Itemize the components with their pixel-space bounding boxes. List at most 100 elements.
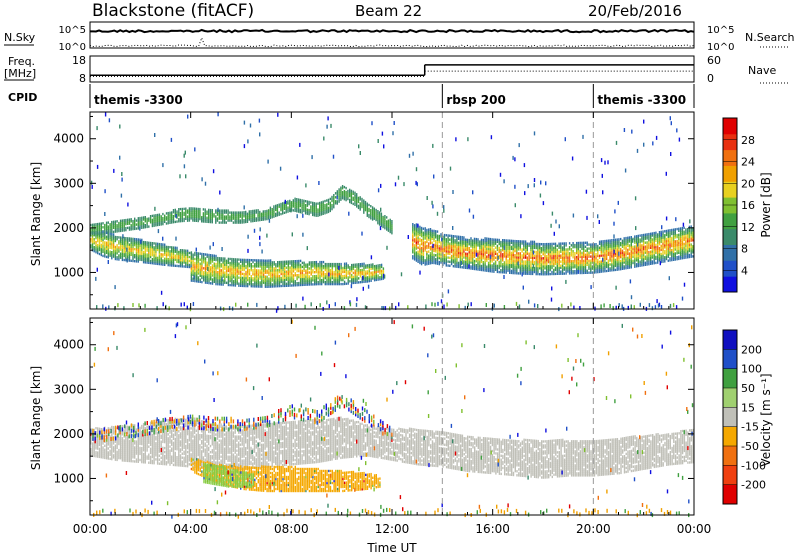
- power-cell: [665, 229, 668, 233]
- power-cell: [671, 228, 673, 232]
- power-cell: [285, 270, 288, 273]
- power-cell: [190, 267, 193, 270]
- power-cell: [91, 225, 94, 228]
- power-cell: [171, 215, 173, 218]
- power-cell: [598, 270, 601, 274]
- power-cell: [389, 226, 391, 230]
- power-cell: [563, 266, 565, 269]
- power-cell: [139, 248, 141, 251]
- power-cell: [333, 204, 335, 207]
- power-cell: [364, 204, 367, 208]
- power-cell: [167, 253, 169, 257]
- power-cell: [301, 209, 303, 212]
- power-cell: [195, 217, 198, 220]
- power-cell: [164, 249, 166, 252]
- power-cell: [210, 268, 212, 271]
- power-cell: [100, 239, 102, 243]
- power-cell: [301, 265, 304, 269]
- power-cell: [429, 248, 432, 251]
- power-cell: [317, 208, 319, 211]
- power-cell: [119, 256, 122, 259]
- power-cell: [445, 260, 447, 263]
- power-cell: [253, 209, 256, 212]
- power-cell: [248, 212, 250, 215]
- power-cell: [579, 241, 581, 245]
- power-cell: [296, 204, 298, 207]
- power-cell: [141, 244, 143, 248]
- power-cell: [174, 254, 176, 257]
- power-cell: [197, 256, 200, 259]
- power-cell: [347, 191, 349, 195]
- power-cell: [547, 273, 550, 276]
- power-cell: [343, 185, 346, 189]
- power-cell: [174, 210, 176, 214]
- power-cell: [93, 227, 95, 230]
- power-cell: [155, 214, 157, 217]
- power-cell: [547, 264, 550, 268]
- power-cell: [236, 215, 238, 218]
- power-cell: [364, 208, 367, 212]
- power-cell: [517, 272, 520, 275]
- power-cell: [322, 260, 325, 264]
- power-cell: [172, 248, 175, 251]
- power-cell: [151, 250, 154, 253]
- power-cell: [116, 256, 118, 259]
- power-cell: [107, 254, 109, 257]
- power-cell: [197, 207, 199, 211]
- power-cell: [234, 219, 236, 222]
- power-cell: [514, 253, 516, 257]
- power-cell: [554, 242, 557, 245]
- power-cell: [128, 247, 131, 250]
- power-cell: [208, 273, 210, 277]
- power-cell: [273, 263, 275, 266]
- power-cell: [112, 255, 115, 258]
- power-cell: [268, 271, 270, 274]
- power-cell: [130, 253, 132, 256]
- power-cell: [359, 263, 362, 266]
- power-cell: [167, 245, 169, 249]
- power-cell: [284, 260, 286, 263]
- power-cell: [206, 212, 208, 215]
- power-cell: [192, 213, 194, 216]
- power-cell: [121, 248, 124, 251]
- power-cell: [581, 251, 583, 255]
- power-cell: [250, 216, 252, 219]
- power-cell: [204, 279, 207, 282]
- power-cell: [363, 205, 365, 208]
- power-cell: [380, 224, 383, 227]
- power-cell: [156, 217, 159, 221]
- power-cell: [128, 226, 131, 229]
- power-cell: [275, 206, 277, 210]
- power-cell: [192, 269, 194, 272]
- power-cell: [98, 222, 101, 225]
- power-cell: [181, 255, 183, 258]
- power-cell: [100, 222, 102, 225]
- power-cell: [306, 204, 309, 207]
- power-cell: [500, 248, 502, 252]
- power-cell: [185, 255, 187, 258]
- power-cell: [542, 243, 544, 246]
- power-cell: [324, 272, 326, 276]
- power-cell: [301, 269, 304, 273]
- power-cell: [371, 212, 374, 215]
- power-cell: [261, 259, 263, 262]
- power-cell: [255, 211, 257, 214]
- power-cell: [156, 244, 159, 247]
- power-cell: [389, 228, 391, 232]
- power-cell: [248, 218, 250, 221]
- power-cell: [639, 240, 641, 243]
- power-cell: [100, 245, 102, 249]
- power-cell: [535, 272, 537, 276]
- power-cell: [347, 276, 349, 279]
- power-cell: [169, 219, 171, 222]
- power-cell: [354, 191, 356, 194]
- power-cell: [208, 257, 210, 261]
- power-cell: [468, 241, 470, 244]
- power-cell: [111, 242, 113, 246]
- power-cell: [197, 217, 199, 221]
- power-cell: [567, 248, 569, 251]
- power-cell: [312, 213, 314, 217]
- power-cell: [312, 261, 314, 264]
- power-cell: [477, 238, 479, 241]
- power-cell: [296, 206, 298, 209]
